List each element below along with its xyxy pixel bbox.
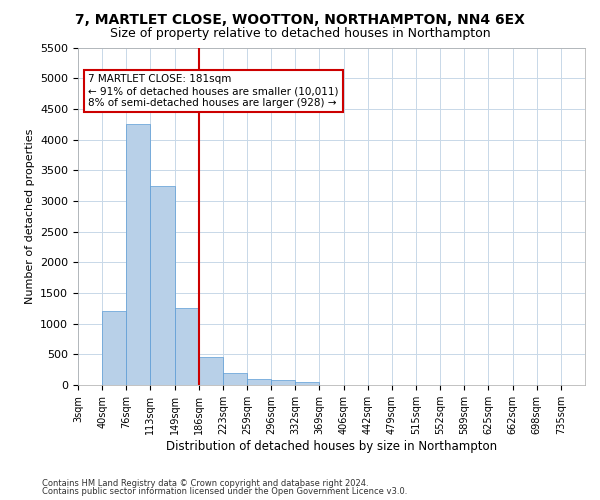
Text: 7 MARTLET CLOSE: 181sqm
← 91% of detached houses are smaller (10,011)
8% of semi: 7 MARTLET CLOSE: 181sqm ← 91% of detache… (88, 74, 338, 108)
Bar (175, 308, 199, 385)
Text: Contains public sector information licensed under the Open Government Licence v3: Contains public sector information licen… (42, 487, 407, 496)
Bar (199, 358, 223, 385)
Bar (295, 382, 319, 385)
Bar (151, 186, 175, 385)
Text: Size of property relative to detached houses in Northampton: Size of property relative to detached ho… (110, 28, 490, 40)
Text: 7, MARTLET CLOSE, WOOTTON, NORTHAMPTON, NN4 6EX: 7, MARTLET CLOSE, WOOTTON, NORTHAMPTON, … (75, 12, 525, 26)
Bar (271, 380, 295, 385)
Bar (126, 124, 151, 385)
Bar (102, 312, 126, 385)
X-axis label: Distribution of detached houses by size in Northampton: Distribution of detached houses by size … (166, 440, 497, 453)
Text: Contains HM Land Registry data © Crown copyright and database right 2024.: Contains HM Land Registry data © Crown c… (42, 478, 368, 488)
Bar (247, 379, 271, 385)
Bar (223, 372, 247, 385)
Y-axis label: Number of detached properties: Number of detached properties (25, 128, 35, 304)
